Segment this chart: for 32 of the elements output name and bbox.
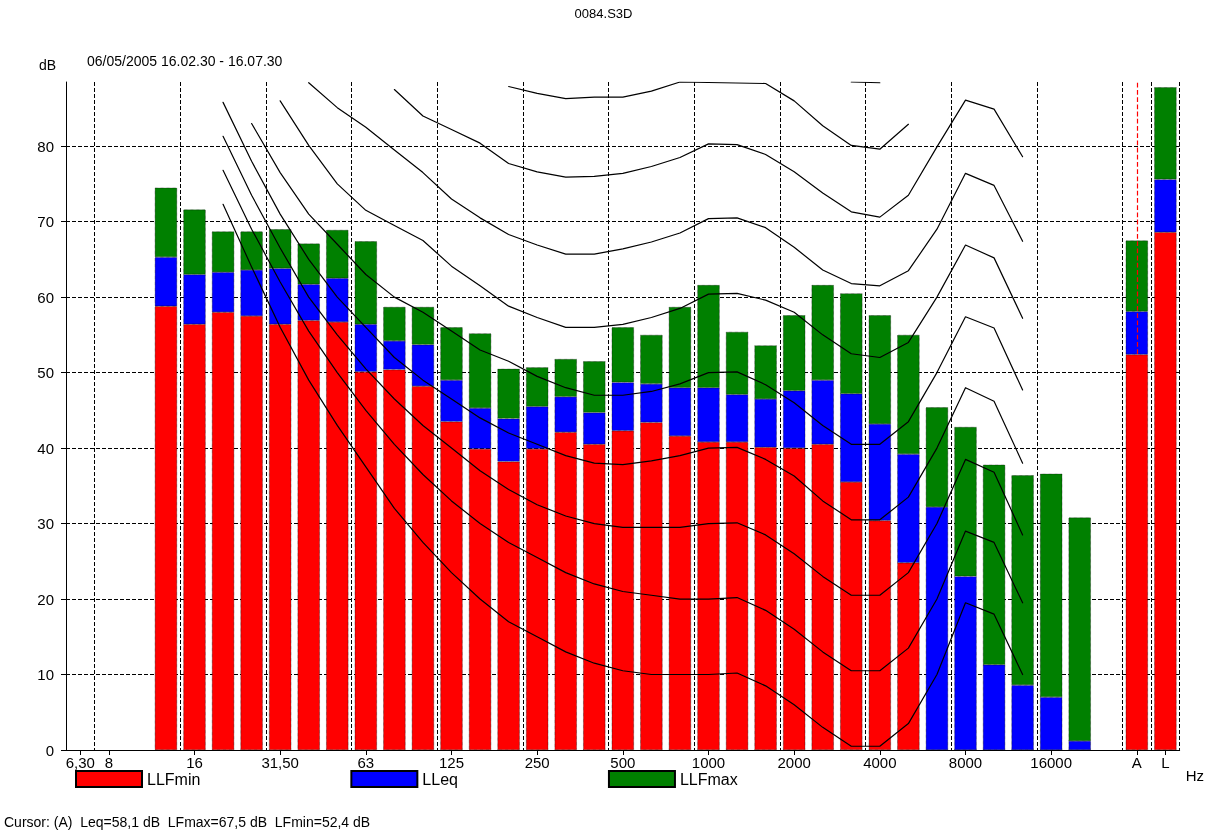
- x-tick-label: L: [1161, 754, 1170, 771]
- x-tick-label: 250: [524, 754, 550, 771]
- x-axis-title: Hz: [1185, 767, 1205, 784]
- legend-label: LLeq: [422, 770, 458, 788]
- y-tick-label: 0: [45, 741, 54, 759]
- y-tick-label: 50: [37, 364, 54, 382]
- x-tick-label: 8000: [948, 754, 983, 771]
- y-axis-title: dB: [38, 57, 56, 73]
- x-tick-label: 2000: [777, 754, 811, 771]
- x-tick-label: 1000: [691, 754, 726, 771]
- x-tick-label: 6,30: [65, 754, 95, 771]
- y-tick-label: 40: [37, 439, 54, 457]
- text: Cursor: (A) Leq=58,1 dB LFmax=67,5 dB LFmin=52,4 dB: [4, 814, 371, 830]
- y-tick-label: 60: [37, 288, 54, 306]
- x-tick-label: A: [1131, 754, 1142, 771]
- x-tick-label: 16: [186, 754, 203, 771]
- chart-subtitle: 06/05/2005 16.02.30 - 16.07.30: [87, 53, 283, 69]
- x-tick-label: 125: [438, 754, 465, 771]
- y-tick-label: 70: [37, 213, 54, 231]
- x-tick-label: 8: [104, 754, 114, 771]
- x-tick-label: 63: [357, 754, 375, 771]
- x-tick-label: 4000: [863, 754, 897, 771]
- y-tick-label: 10: [37, 666, 54, 684]
- y-tick-label: 80: [37, 137, 54, 155]
- x-tick-label: 31,50: [261, 754, 299, 771]
- legend-label: LLFmin: [147, 770, 201, 788]
- x-tick-label: 500: [610, 754, 636, 771]
- x-tick-label: 16000: [1030, 754, 1073, 771]
- y-tick-label: 20: [37, 590, 54, 608]
- y-tick-label: 30: [37, 515, 54, 533]
- chart-title: 0084.S3D: [574, 6, 633, 21]
- legend-label: LLFmax: [679, 770, 738, 788]
